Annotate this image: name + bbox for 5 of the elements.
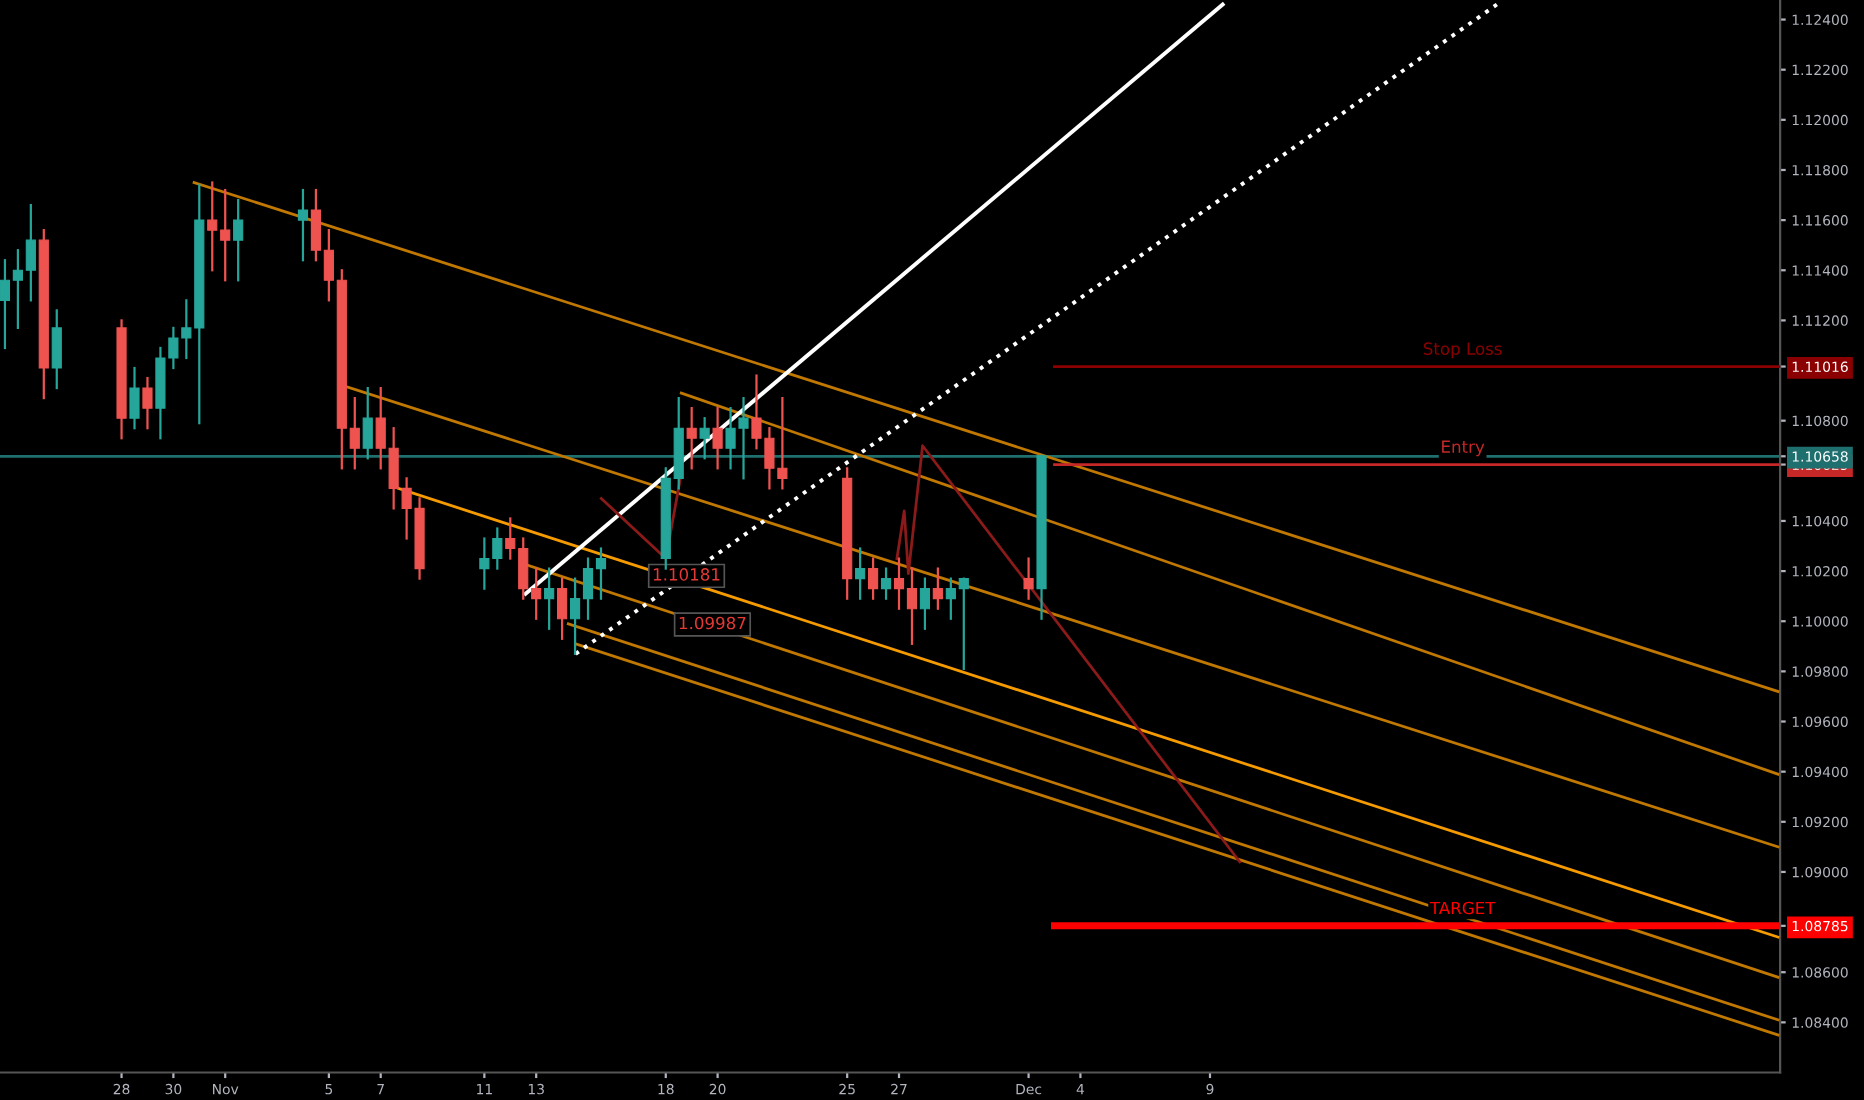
annotation: 1.09987 — [679, 616, 746, 630]
ref-line-label: Entry — [1442, 440, 1485, 457]
ref-line-label: TARGET — [1429, 901, 1496, 915]
annotation: 1.10181 — [653, 568, 720, 581]
ref-line-label: Stop Loss — [1423, 342, 1502, 359]
